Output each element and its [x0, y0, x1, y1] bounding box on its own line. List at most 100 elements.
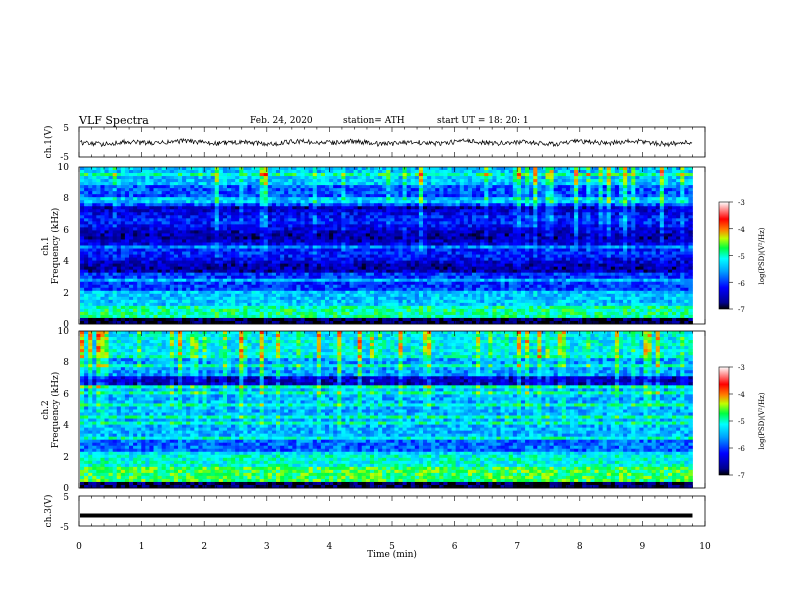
- spectrogram-cell: [92, 170, 97, 174]
- spectrogram-cell: [222, 215, 228, 219]
- spectrogram-cell: [382, 170, 387, 174]
- spectrogram-cell: [508, 173, 514, 177]
- spectrogram-cell: [439, 254, 444, 258]
- spectrogram-cell: [500, 179, 506, 183]
- spectrogram-cell: [618, 173, 624, 177]
- spectrogram-cell: [210, 185, 216, 189]
- spectrogram-cell: [431, 182, 436, 186]
- spectrogram-cell: [92, 245, 97, 249]
- spectrogram-cell: [263, 242, 269, 246]
- spectrogram-cell: [157, 179, 163, 183]
- spectrogram-cell: [402, 185, 408, 189]
- spectrogram-cell: [373, 254, 379, 258]
- spectrogram-cell: [80, 239, 85, 243]
- spectrogram-cell: [341, 227, 346, 231]
- spectrogram-cell: [427, 239, 432, 243]
- spectrogram-cell: [455, 212, 461, 216]
- spectrogram-cell: [178, 248, 183, 252]
- spectrogram-cell: [390, 185, 395, 189]
- spectrogram-cell: [182, 218, 187, 222]
- spectrogram-cell: [214, 185, 220, 189]
- spectrogram-cell: [410, 221, 416, 225]
- spectrogram-cell: [451, 227, 457, 231]
- spectrogram-cell: [104, 227, 109, 231]
- spectrogram-cell: [504, 239, 510, 243]
- spectrogram-cell: [165, 227, 171, 231]
- spectrogram-cell: [500, 209, 506, 213]
- spectrogram-cell: [120, 170, 126, 174]
- spectrogram-cell: [406, 227, 412, 231]
- spectrogram-cell: [288, 224, 293, 228]
- spectrogram-cell: [124, 227, 130, 231]
- spectrogram-cell: [255, 185, 261, 189]
- spectrogram-cell: [410, 209, 416, 213]
- spectrogram-cell: [194, 239, 199, 243]
- spectrogram-cell: [451, 197, 457, 201]
- spectrogram-cell: [451, 218, 457, 222]
- spectrogram-cell: [104, 260, 109, 265]
- spectrogram-cell: [471, 245, 477, 249]
- spectrogram-cell: [227, 206, 232, 210]
- spectrogram-cell: [149, 203, 154, 207]
- spectrogram-cell: [296, 167, 301, 171]
- spectrogram-cell: [525, 251, 530, 255]
- spectrogram-cell: [329, 227, 334, 231]
- spectrogram-cell: [614, 251, 620, 255]
- spectrogram-cell: [324, 257, 330, 261]
- spectrogram-cell: [259, 173, 265, 177]
- spectrogram-cell: [153, 176, 158, 180]
- spectrogram-cell: [455, 170, 461, 174]
- spectrogram-cell: [447, 191, 452, 195]
- spectrogram-cell: [341, 221, 346, 225]
- spectrogram-cell: [300, 194, 305, 198]
- spectrogram-cell: [447, 203, 452, 207]
- spectrogram-cell: [259, 197, 265, 201]
- spectrogram-cell: [459, 242, 465, 246]
- spectrogram-cell: [508, 185, 514, 189]
- spectrogram-cell: [80, 254, 85, 258]
- spectrogram-cell: [96, 248, 101, 252]
- spectrogram-cell: [533, 254, 538, 258]
- spectrogram-cell: [451, 215, 457, 219]
- spectrogram-cell: [120, 197, 126, 201]
- spectrogram-cell: [594, 218, 599, 222]
- spectrogram-cell: [431, 191, 436, 195]
- spectrogram-cell: [386, 242, 391, 246]
- spectrogram-cell: [292, 221, 297, 225]
- spectrogram-cell: [357, 257, 363, 261]
- spectrogram-cell: [292, 251, 297, 255]
- spectrogram-cell: [512, 209, 518, 213]
- spectrogram-cell: [267, 215, 273, 219]
- spectrogram-cell: [324, 179, 330, 183]
- spectrogram-cell: [227, 224, 232, 228]
- spectrogram-cell: [651, 260, 657, 265]
- spectrogram-cell: [390, 257, 395, 261]
- spectrogram-cell: [173, 260, 179, 265]
- spectrogram-cell: [312, 173, 318, 177]
- spectrogram-cell: [480, 173, 485, 177]
- spectrogram-cell: [443, 203, 448, 207]
- spectrogram-cell: [137, 176, 142, 180]
- spectrogram-cell: [410, 248, 416, 252]
- spectrogram-cell: [312, 167, 318, 171]
- spectrogram-cell: [578, 167, 583, 171]
- spectrogram-cell: [455, 176, 461, 180]
- spectrogram-cell: [471, 179, 477, 183]
- spectrogram-cell: [435, 254, 440, 258]
- spectrogram-cell: [627, 188, 632, 192]
- spectrogram-cell: [161, 233, 167, 237]
- spectrogram-cell: [545, 242, 550, 246]
- spectrogram-cell: [267, 257, 273, 261]
- spectrogram-cell: [418, 215, 424, 219]
- spectrogram-cell: [545, 206, 550, 210]
- spectrogram-cell: [169, 227, 175, 231]
- spectrogram-cell: [647, 173, 653, 177]
- spectrogram-cell: [210, 206, 216, 210]
- spectrogram-cell: [304, 233, 310, 237]
- spectrogram-cell: [361, 173, 367, 177]
- spectrogram-cell: [271, 218, 277, 222]
- spectrogram-cell: [263, 233, 269, 237]
- spectrogram-cell: [214, 176, 220, 180]
- spectrogram-cell: [643, 200, 648, 204]
- spectrogram-cell: [382, 242, 387, 246]
